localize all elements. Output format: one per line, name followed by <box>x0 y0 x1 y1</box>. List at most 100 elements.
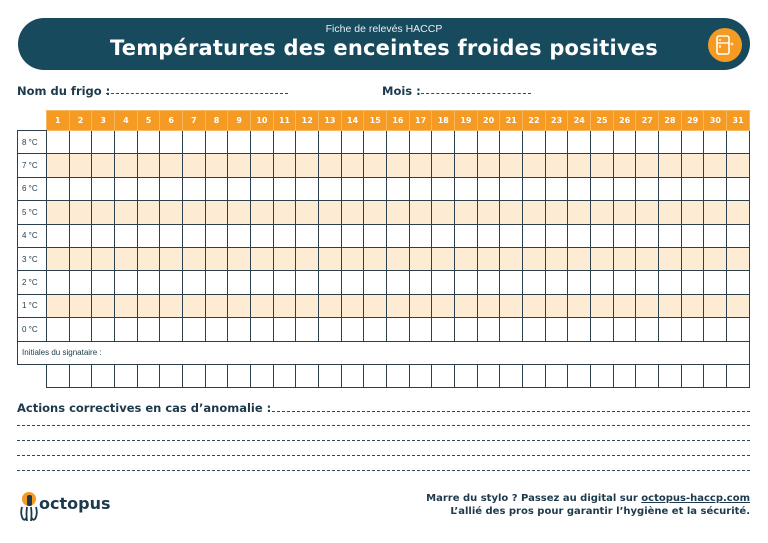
reading-cell[interactable] <box>499 246 524 272</box>
reading-cell[interactable] <box>250 270 274 295</box>
reading-cell[interactable] <box>340 246 365 272</box>
reading-cell[interactable] <box>680 153 705 178</box>
reading-cell[interactable] <box>567 317 592 342</box>
reading-cell[interactable] <box>590 129 614 155</box>
signature-cell[interactable] <box>408 363 433 388</box>
reading-cell[interactable] <box>680 317 705 342</box>
reading-cell[interactable] <box>250 293 274 319</box>
reading-cell[interactable] <box>658 129 682 155</box>
reading-cell[interactable] <box>340 176 365 202</box>
reading-cell[interactable] <box>454 270 478 295</box>
reading-cell[interactable] <box>658 176 682 202</box>
signature-cell[interactable] <box>612 363 637 388</box>
reading-cell[interactable] <box>726 270 750 295</box>
reading-cell[interactable] <box>726 246 750 272</box>
reading-cell[interactable] <box>386 317 410 342</box>
reading-cell[interactable] <box>544 153 569 178</box>
reading-cell[interactable] <box>272 246 297 272</box>
reading-cell[interactable] <box>454 293 478 319</box>
reading-cell[interactable] <box>680 200 705 225</box>
reading-cell[interactable] <box>46 200 70 225</box>
reading-cell[interactable] <box>567 153 592 178</box>
reading-cell[interactable] <box>590 223 614 248</box>
reading-cell[interactable] <box>204 293 229 319</box>
reading-cell[interactable] <box>114 200 138 225</box>
reading-cell[interactable] <box>227 317 252 342</box>
reading-cell[interactable] <box>204 223 229 248</box>
reading-cell[interactable] <box>272 153 297 178</box>
reading-cell[interactable] <box>272 223 297 248</box>
reading-cell[interactable] <box>363 317 388 342</box>
reading-cell[interactable] <box>522 223 546 248</box>
reading-cell[interactable] <box>454 129 478 155</box>
reading-cell[interactable] <box>204 246 229 272</box>
reading-cell[interactable] <box>318 270 342 295</box>
reading-cell[interactable] <box>182 223 206 248</box>
reading-cell[interactable] <box>250 129 274 155</box>
reading-cell[interactable] <box>68 200 93 225</box>
reading-cell[interactable] <box>567 200 592 225</box>
reading-cell[interactable] <box>318 293 342 319</box>
reading-cell[interactable] <box>340 153 365 178</box>
reading-cell[interactable] <box>431 153 456 178</box>
reading-cell[interactable] <box>612 246 637 272</box>
reading-cell[interactable] <box>612 129 637 155</box>
reading-cell[interactable] <box>227 293 252 319</box>
reading-cell[interactable] <box>499 200 524 225</box>
reading-cell[interactable] <box>386 200 410 225</box>
reading-cell[interactable] <box>227 153 252 178</box>
reading-cell[interactable] <box>499 317 524 342</box>
reading-cell[interactable] <box>46 246 70 272</box>
signature-cell[interactable] <box>114 363 138 388</box>
signature-cell[interactable] <box>204 363 229 388</box>
reading-cell[interactable] <box>182 317 206 342</box>
reading-cell[interactable] <box>159 317 184 342</box>
reading-cell[interactable] <box>408 293 433 319</box>
reading-cell[interactable] <box>476 129 501 155</box>
reading-cell[interactable] <box>114 246 138 272</box>
reading-cell[interactable] <box>454 317 478 342</box>
reading-cell[interactable] <box>386 270 410 295</box>
signature-cell[interactable] <box>499 363 524 388</box>
reading-cell[interactable] <box>159 270 184 295</box>
reading-cell[interactable] <box>136 200 161 225</box>
reading-cell[interactable] <box>726 317 750 342</box>
reading-cell[interactable] <box>136 293 161 319</box>
reading-cell[interactable] <box>295 200 320 225</box>
reading-cell[interactable] <box>204 270 229 295</box>
actions-line[interactable] <box>17 425 750 426</box>
reading-cell[interactable] <box>91 293 116 319</box>
reading-cell[interactable] <box>68 223 93 248</box>
reading-cell[interactable] <box>726 293 750 319</box>
reading-cell[interactable] <box>590 246 614 272</box>
reading-cell[interactable] <box>544 223 569 248</box>
reading-cell[interactable] <box>159 129 184 155</box>
reading-cell[interactable] <box>46 153 70 178</box>
reading-cell[interactable] <box>318 176 342 202</box>
reading-cell[interactable] <box>295 293 320 319</box>
reading-cell[interactable] <box>680 246 705 272</box>
reading-cell[interactable] <box>703 223 728 248</box>
reading-cell[interactable] <box>590 317 614 342</box>
reading-cell[interactable] <box>567 223 592 248</box>
reading-cell[interactable] <box>680 223 705 248</box>
reading-cell[interactable] <box>658 200 682 225</box>
reading-cell[interactable] <box>182 246 206 272</box>
reading-cell[interactable] <box>680 270 705 295</box>
reading-cell[interactable] <box>544 129 569 155</box>
signature-cell[interactable] <box>340 363 365 388</box>
reading-cell[interactable] <box>68 129 93 155</box>
signature-cell[interactable] <box>544 363 569 388</box>
actions-line[interactable] <box>17 440 750 441</box>
signature-cell[interactable] <box>386 363 410 388</box>
reading-cell[interactable] <box>544 176 569 202</box>
reading-cell[interactable] <box>182 270 206 295</box>
reading-cell[interactable] <box>204 129 229 155</box>
reading-cell[interactable] <box>318 223 342 248</box>
reading-cell[interactable] <box>635 153 660 178</box>
reading-cell[interactable] <box>567 129 592 155</box>
reading-cell[interactable] <box>408 153 433 178</box>
reading-cell[interactable] <box>476 200 501 225</box>
reading-cell[interactable] <box>272 129 297 155</box>
reading-cell[interactable] <box>658 153 682 178</box>
